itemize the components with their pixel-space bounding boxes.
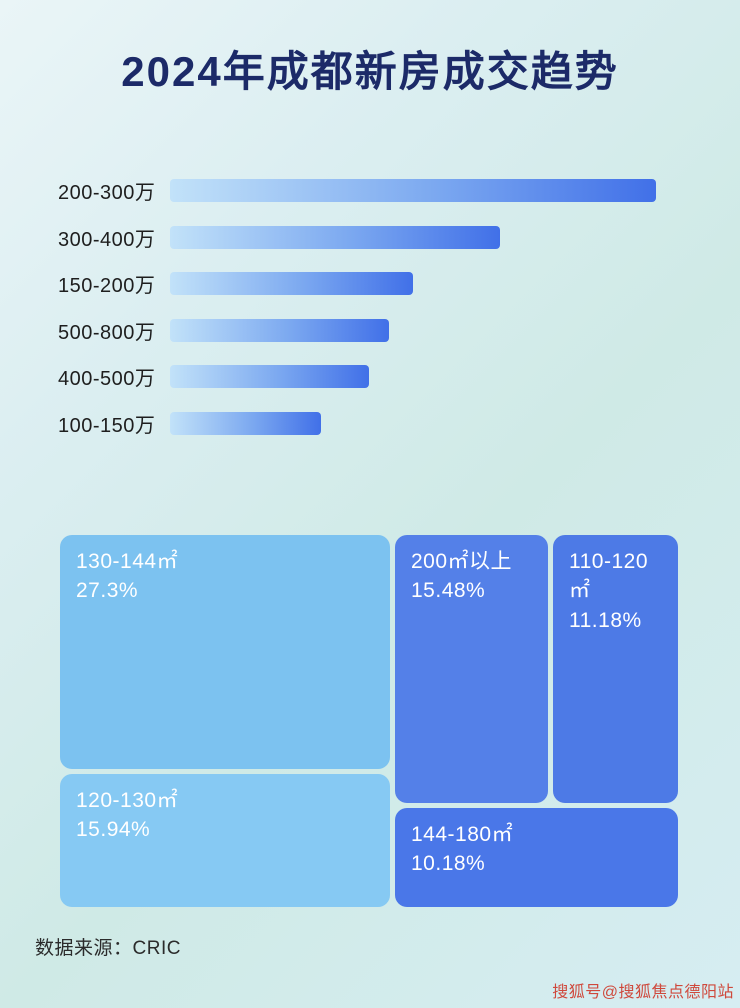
bar-fill <box>170 179 656 202</box>
tile-percent: 11.18% <box>569 608 642 632</box>
watermark: 搜狐号@搜狐焦点德阳站 <box>552 984 734 1001</box>
bar-label: 100-150万 <box>58 414 156 437</box>
bar-row: 100-150万 <box>58 411 740 437</box>
price-bar-chart: 200-300万 300-400万 150-200万 500-800万 400-… <box>0 179 740 437</box>
bar-track <box>170 179 656 202</box>
bar-track <box>170 411 656 435</box>
bar-fill <box>170 365 370 388</box>
data-source: 数据来源：CRIC <box>35 938 181 959</box>
bar-row: 200-300万 <box>58 179 740 204</box>
bar-fill <box>170 318 389 342</box>
tile-label: 130-144㎡ <box>76 550 179 573</box>
treemap-tile-120-130: 120-130㎡ 15.94% <box>60 774 390 907</box>
tile-percent: 10.18% <box>411 852 486 876</box>
bar-label: 400-500万 <box>58 368 156 390</box>
tile-label: 200㎡以上 <box>411 550 513 573</box>
tile-label: 110-120㎡ <box>569 550 649 603</box>
bar-label: 150-200万 <box>58 275 156 297</box>
bar-fill <box>170 225 501 249</box>
area-treemap: 130-144㎡ 27.3% 120-130㎡ 15.94% 200㎡以上 15… <box>60 535 678 907</box>
bar-row: 150-200万 <box>58 272 740 297</box>
bar-fill <box>170 272 413 295</box>
bar-label: 500-800万 <box>58 321 156 344</box>
bar-track <box>170 225 656 249</box>
tile-percent: 15.94% <box>76 818 151 842</box>
bar-fill <box>170 411 321 435</box>
treemap-tile-130-144: 130-144㎡ 27.3% <box>60 535 390 769</box>
bar-label: 300-400万 <box>58 228 156 251</box>
bar-row: 400-500万 <box>58 365 740 390</box>
treemap-tile-110-120: 110-120㎡ 11.18% <box>553 535 678 803</box>
bar-track <box>170 272 656 295</box>
page-title: 2024年成都新房成交趋势 <box>121 48 619 95</box>
bar-row: 300-400万 <box>58 225 740 251</box>
bar-track <box>170 318 656 342</box>
tile-percent: 15.48% <box>411 579 486 603</box>
tile-percent: 27.3% <box>76 579 139 603</box>
tile-label: 120-130㎡ <box>76 789 179 812</box>
bar-label: 200-300万 <box>58 182 156 204</box>
bar-row: 500-800万 <box>58 318 740 344</box>
bar-track <box>170 365 656 388</box>
tile-label: 144-180㎡ <box>411 823 514 846</box>
treemap-tile-200-plus: 200㎡以上 15.48% <box>395 535 548 803</box>
treemap-tile-144-180: 144-180㎡ 10.18% <box>395 808 678 907</box>
